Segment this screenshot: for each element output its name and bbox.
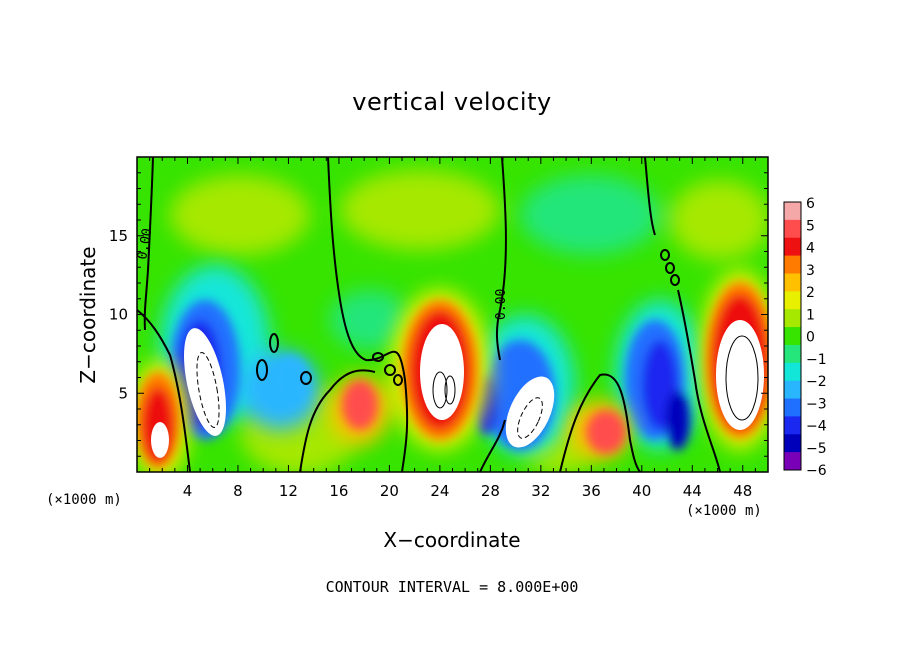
colorbar-tick-label: −4 xyxy=(806,419,827,435)
y-tick-label: 10 xyxy=(109,306,128,324)
x-tick-label: 12 xyxy=(279,482,298,500)
colorbar-swatch xyxy=(784,398,801,417)
y-tick-label: 15 xyxy=(109,227,128,245)
colorbar-swatch xyxy=(784,416,801,435)
contour-lines xyxy=(137,157,721,472)
colorbar-tick-label: 4 xyxy=(806,241,815,257)
x-tick-label: 48 xyxy=(733,482,752,500)
colorbar-swatch xyxy=(784,219,801,239)
colorbar-swatch xyxy=(784,202,801,221)
colorbar-tick-label: 0 xyxy=(806,330,815,346)
colorbar-swatch xyxy=(784,255,801,274)
y-tick-label: 5 xyxy=(118,384,128,402)
colorbar-tick-label: 1 xyxy=(806,307,815,323)
x-tick-label: 36 xyxy=(582,482,601,500)
colorbar-tick-label: −2 xyxy=(806,374,827,390)
colorbar-tick-label: 3 xyxy=(806,263,815,279)
colorbar: 6 5 4 3 2 1 0 −1 −2 −3 −4 −5 −6 xyxy=(783,196,827,479)
colorbar-swatch xyxy=(784,291,801,310)
contour-lines-thin xyxy=(196,335,759,439)
x-tick-label: 44 xyxy=(683,482,702,500)
colorbar-tick-label: 6 xyxy=(806,196,815,212)
colorbar-tick-label: 5 xyxy=(806,218,815,234)
colorbar-tick-label: 2 xyxy=(806,285,815,301)
colorbar-swatch xyxy=(784,380,801,400)
chart-title: vertical velocity xyxy=(352,88,552,116)
colorbar-swatch xyxy=(784,327,801,346)
contour-interval-note: CONTOUR INTERVAL = 8.000E+00 xyxy=(325,578,579,596)
x-tick-label: 24 xyxy=(430,482,449,500)
colorbar-swatch xyxy=(784,452,801,471)
y-axis: 5 10 15 xyxy=(109,172,768,457)
colorbar-swatch xyxy=(784,237,801,257)
contour-label: 0.00 xyxy=(494,289,509,320)
x-tick-label: 40 xyxy=(632,482,651,500)
x-axis: 4 8 12 16 20 24 28 32 36 40 44 48 xyxy=(149,157,756,500)
colorbar-tick-label: −3 xyxy=(806,396,827,412)
x-tick-label: 20 xyxy=(380,482,399,500)
colorbar-tick-label: −5 xyxy=(806,441,827,457)
x-tick-label: 28 xyxy=(481,482,500,500)
colorbar-tick-label: −6 xyxy=(806,463,827,479)
colorbar-swatch xyxy=(784,309,801,328)
x-tick-label: 8 xyxy=(233,482,243,500)
colorbar-swatch xyxy=(784,362,801,382)
x-tick-label: 4 xyxy=(183,482,193,500)
x-axis-label: X−coordinate xyxy=(383,528,521,552)
x-tick-label: 32 xyxy=(531,482,550,500)
colorbar-swatch xyxy=(784,434,801,453)
x-unit-label-right: (×1000 m) xyxy=(686,503,762,519)
colorbar-frame xyxy=(783,201,802,471)
colorbar-swatch xyxy=(784,273,801,292)
colorbar-swatch xyxy=(784,344,801,364)
x-unit-label-left: (×1000 m) xyxy=(46,492,122,508)
colorbar-tick-label: −1 xyxy=(806,352,827,368)
x-tick-label: 16 xyxy=(329,482,348,500)
field-layer xyxy=(137,157,768,472)
